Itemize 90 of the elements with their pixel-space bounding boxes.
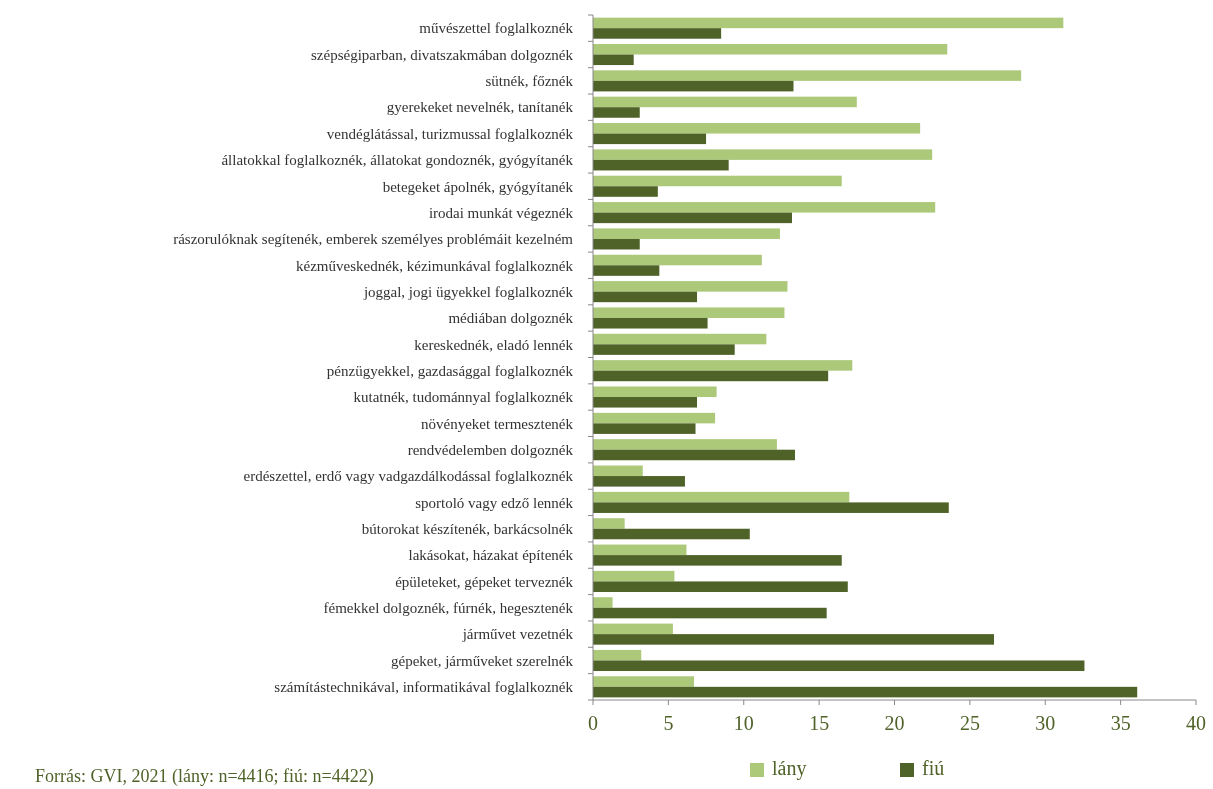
bar: [593, 397, 698, 408]
bar: [593, 555, 842, 566]
x-tick-label: 25: [959, 712, 980, 734]
bar: [593, 449, 796, 461]
y-tick-label: járművet vezetnék: [461, 626, 574, 643]
bar: [593, 265, 660, 276]
bar: [593, 202, 936, 213]
bar: [593, 317, 708, 329]
bar: [593, 307, 785, 318]
bar: [593, 43, 948, 55]
y-tick-label: épületeket, gépeket terveznék: [395, 573, 574, 590]
bar: [593, 465, 643, 477]
bar: [593, 623, 673, 635]
bar: [593, 597, 613, 608]
bar: [593, 96, 857, 108]
bar: [593, 676, 694, 687]
y-tick-label: fémekkel dolgoznék, fúrnék, hegesztenék: [323, 600, 574, 617]
bar: [593, 634, 994, 645]
x-tick-label: 0: [588, 712, 598, 734]
bar: [593, 581, 848, 592]
y-tick-label: kézműveskednék, kézimunkával foglalkoznék: [296, 257, 574, 274]
y-tick-label: művészettel foglalkoznék: [419, 20, 574, 37]
bar: [593, 360, 853, 371]
y-tick-label: sportoló vagy edző lennék: [415, 494, 574, 511]
bar: [593, 281, 788, 292]
bar: [593, 228, 780, 239]
bar: [593, 370, 829, 382]
x-tick-label: 30: [1035, 712, 1056, 734]
bar: [593, 439, 777, 450]
y-tick-label: gyerekeket nevelnék, tanítanék: [386, 99, 574, 116]
y-tick-label: irodai munkát végeznék: [428, 204, 574, 221]
y-tick-label: bútorokat készítenék, barkácsolnék: [361, 521, 574, 537]
bar: [593, 107, 640, 118]
y-tick-label: sütnék, főznék: [485, 73, 574, 90]
x-tick-label: 10: [733, 712, 754, 734]
y-tick-label: kereskednék, eladó lennék: [414, 336, 574, 353]
bar: [593, 70, 1022, 81]
bar: [593, 254, 762, 266]
bar: [593, 80, 794, 92]
y-tick-label: növényeket termesztenék: [420, 415, 574, 432]
bar: [593, 238, 640, 250]
bar: [593, 133, 707, 145]
bar: [593, 491, 850, 503]
bar: [593, 544, 687, 556]
bar: [593, 423, 696, 434]
y-tick-label: erdészettel, erdő vagy vadgazdálkodással foglalkoznék: [243, 468, 574, 485]
bar: [593, 649, 642, 661]
x-tick-label: 20: [884, 712, 905, 734]
x-tick-label: 40: [1186, 712, 1206, 734]
y-tick-label: rászorulóknak segítenék, emberek személyes problémáit kezelném: [173, 231, 574, 248]
bar: [593, 186, 658, 197]
y-tick-label: joggal, jogi ügyekkel foglalkoznék: [362, 283, 574, 300]
y-tick-label: szépségiparban, divatszakmában dolgoznék: [311, 46, 574, 63]
y-tick-label: vendéglátással, turizmussal foglalkoznék: [326, 125, 574, 142]
bar: [593, 386, 717, 398]
bar: [593, 476, 685, 487]
bar: [593, 54, 634, 66]
legend-label: fiú: [922, 757, 945, 779]
bar: [593, 159, 729, 171]
y-tick-label: kutatnék, tudománnyal foglalkoznék: [353, 389, 574, 406]
text: Forrás: GVI, 2021 (lány: n=4416; fiú: n=4422): [35, 766, 374, 787]
y-tick-label: betegeket ápolnék, gyógyítanék: [382, 178, 574, 195]
y-tick-label: számítástechnikával, informatikával foglalkoznék: [274, 679, 574, 696]
bar: [593, 212, 792, 224]
x-tick-label: 5: [663, 712, 674, 734]
bar: [593, 291, 698, 303]
bar: [593, 333, 767, 345]
y-tick-label: pénzügyekkel, gazdasággal foglalkoznék: [326, 362, 574, 379]
y-tick-label: gépeket, járműveket szerelnék: [391, 652, 574, 669]
bar: [593, 502, 949, 513]
legend-label: lány: [772, 757, 807, 780]
y-tick-label: állatokkal foglalkoznék, állatokat gondoznék, gyógyítanék: [221, 152, 574, 169]
x-tick-label: 35: [1110, 712, 1131, 734]
bar: [593, 607, 827, 619]
bar: [593, 570, 675, 582]
bar: [593, 175, 842, 187]
bar: [593, 660, 1085, 672]
bar: [593, 149, 933, 160]
bar: [593, 28, 722, 39]
bar: [593, 686, 1138, 698]
y-tick-label: lakásokat, házakat építenék: [408, 547, 574, 564]
bar: [593, 17, 1064, 29]
bar: [593, 528, 750, 540]
bar: [593, 412, 716, 424]
bar: [593, 344, 735, 355]
bar: [593, 518, 625, 529]
x-tick-label: 15: [809, 712, 830, 734]
y-tick-label: médiában dolgoznék: [448, 310, 574, 327]
y-tick-label: rendvédelemben dolgoznék: [407, 441, 574, 458]
bar: [593, 123, 921, 134]
